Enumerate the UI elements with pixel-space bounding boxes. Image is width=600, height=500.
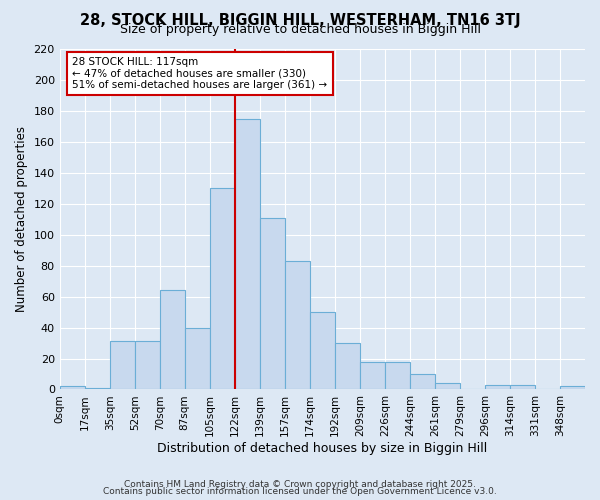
Text: Size of property relative to detached houses in Biggin Hill: Size of property relative to detached ho… — [119, 24, 481, 36]
Text: 28 STOCK HILL: 117sqm
← 47% of detached houses are smaller (330)
51% of semi-det: 28 STOCK HILL: 117sqm ← 47% of detached … — [72, 56, 327, 90]
Bar — [135, 342, 160, 390]
Bar — [110, 342, 135, 390]
Text: Contains HM Land Registry data © Crown copyright and database right 2025.: Contains HM Land Registry data © Crown c… — [124, 480, 476, 489]
Bar — [435, 384, 460, 390]
Text: Contains public sector information licensed under the Open Government Licence v3: Contains public sector information licen… — [103, 488, 497, 496]
Text: 28, STOCK HILL, BIGGIN HILL, WESTERHAM, TN16 3TJ: 28, STOCK HILL, BIGGIN HILL, WESTERHAM, … — [80, 12, 520, 28]
Bar — [360, 362, 385, 390]
Bar — [85, 388, 110, 390]
Bar — [210, 188, 235, 390]
Bar — [285, 261, 310, 390]
X-axis label: Distribution of detached houses by size in Biggin Hill: Distribution of detached houses by size … — [157, 442, 487, 455]
Bar — [235, 118, 260, 390]
Bar — [385, 362, 410, 390]
Bar — [560, 386, 585, 390]
Bar — [160, 290, 185, 390]
Bar — [185, 328, 210, 390]
Bar — [59, 386, 85, 390]
Bar — [310, 312, 335, 390]
Bar — [510, 385, 535, 390]
Bar — [260, 218, 285, 390]
Y-axis label: Number of detached properties: Number of detached properties — [15, 126, 28, 312]
Bar — [335, 343, 360, 390]
Bar — [485, 385, 510, 390]
Bar — [410, 374, 435, 390]
